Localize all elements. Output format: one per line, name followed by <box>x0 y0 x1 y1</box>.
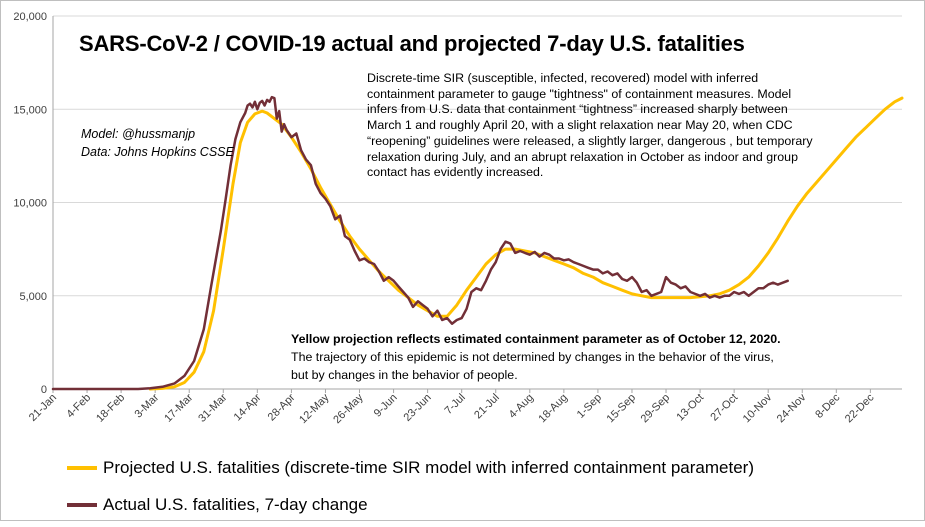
credit-data-source: Data: Johns Hopkins CSSE <box>81 145 234 159</box>
y-tick-label: 0 <box>41 384 47 396</box>
x-tick-label: 7-Jul <box>442 392 467 417</box>
legend: Projected U.S. fatalities (discrete-time… <box>67 453 754 527</box>
chart-title: SARS-CoV-2 / COVID-19 actual and project… <box>79 31 745 56</box>
x-tick-label: 27-Oct <box>708 392 740 424</box>
x-tick-label: 23-Jun <box>401 392 433 424</box>
x-tick-label: 18-Aug <box>536 392 570 426</box>
x-tick-label: 22-Dec <box>843 391 877 425</box>
x-tick-label: 28-Apr <box>266 391 298 423</box>
x-tick-label: 17-Mar <box>162 391 195 424</box>
x-tick-label: 31-Mar <box>196 391 229 424</box>
x-tick-label: 10-Nov <box>741 391 775 425</box>
x-tick-label: 13-Oct <box>674 392 706 424</box>
x-tick-label: 29-Sep <box>639 392 673 426</box>
y-tick-label: 10,000 <box>13 198 47 210</box>
projection-annotation-line-1: The trajectory of this epidemic is not d… <box>291 350 774 364</box>
legend-label-projected: Projected U.S. fatalities (discrete-time… <box>103 458 754 477</box>
legend-label-actual: Actual U.S. fatalities, 7-day change <box>103 495 368 514</box>
legend-swatch-projected <box>67 466 97 470</box>
projection-annotation-line-2: but by changes in the behavior of people… <box>291 368 518 382</box>
series-line-actual <box>51 95 789 391</box>
x-tick-label: 26-May <box>331 391 366 426</box>
x-tick-label: 15-Sep <box>605 392 639 426</box>
x-tick-label: 21-Jan <box>27 392 59 424</box>
model-annotation: Discrete-time SIR (susceptible, infected… <box>367 71 813 180</box>
x-tick-label: 24-Nov <box>775 391 809 425</box>
x-tick-label: 1-Sep <box>575 392 604 421</box>
y-tick-label: 15,000 <box>13 104 47 116</box>
y-tick-label: 20,000 <box>13 11 47 23</box>
legend-item-projected: Projected U.S. fatalities (discrete-time… <box>67 453 754 483</box>
y-tick-label: 5,000 <box>19 291 47 303</box>
legend-swatch-actual <box>67 503 97 507</box>
legend-item-actual: Actual U.S. fatalities, 7-day change <box>67 490 754 520</box>
projection-annotation: Yellow projection reflects estimated con… <box>291 330 891 384</box>
x-tick-label: 12-May <box>297 391 332 426</box>
x-tick-label: 8-Dec <box>813 391 843 421</box>
x-tick-label: 18-Feb <box>94 392 127 425</box>
x-tick-label: 9-Jun <box>372 392 400 420</box>
projection-annotation-heading: Yellow projection reflects estimated con… <box>291 332 781 346</box>
credit-model: Model: @hussmanjp <box>81 127 196 141</box>
x-tick-label: 14-Apr <box>232 391 264 423</box>
x-tick-label: 3-Mar <box>132 391 161 420</box>
x-tick-label: 4-Aug <box>507 392 536 421</box>
x-tick-label: 21-Jul <box>472 392 502 422</box>
x-tick-label: 4-Feb <box>64 392 93 421</box>
credits: Model: @hussmanjp Data: Johns Hopkins CS… <box>81 125 234 161</box>
